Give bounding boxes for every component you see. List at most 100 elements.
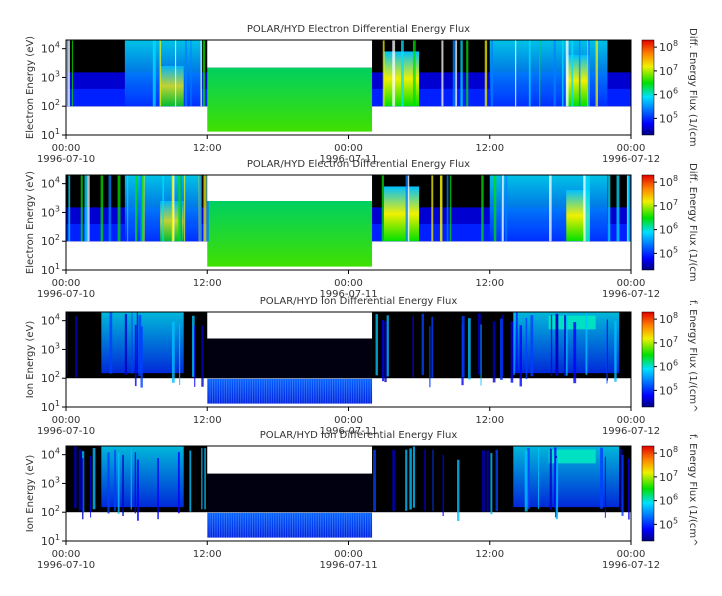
flux-streak [81,458,84,520]
flux-streak [461,315,465,378]
flux-streak [501,175,504,242]
flux-streak [346,512,348,538]
flux-streak [452,40,456,107]
x-tick-label: 12:00 [475,549,504,560]
data-gap [207,403,373,407]
flux-streak [303,512,305,538]
flux-streak [117,452,120,514]
flux-region [207,338,373,379]
flux-streak [141,175,144,242]
flux-streak [100,175,104,242]
panel-title: POLAR/HYD Electron Differential Energy F… [247,24,470,35]
x-tick-date: 1996-07-10 [37,560,95,571]
flux-streak [259,512,261,538]
flux-streak [466,40,469,107]
flux-streak [350,512,352,538]
flux-streak [442,454,444,517]
flux-streak [284,512,286,538]
y-tick-label: 103 [41,475,60,490]
flux-streak [573,322,577,384]
flux-streak [606,322,608,384]
flux-streak [355,378,357,404]
flux-streak [604,456,606,518]
flux-streak [355,512,357,538]
flux-streak [336,378,338,404]
flux-streak [571,40,574,107]
flux-streak [412,40,416,107]
flux-region [548,449,596,464]
flux-streak [134,324,137,387]
panel-1: POLAR/HYD Electron Differential Energy F… [25,24,698,165]
data-gap [207,131,373,135]
flux-streak [306,378,308,404]
panel-4: POLAR/HYD Ion Differential Energy Flux 10… [25,430,698,571]
flux-streak [360,512,362,538]
flux-streak [322,378,324,404]
flux-streak [339,378,341,404]
flux-streak [66,313,68,375]
flux-streak [585,313,588,375]
flux-streak [584,175,588,242]
y-tick-label: 104 [41,313,60,328]
panel-3: POLAR/HYD Ion Differential Energy Flux 10… [25,296,698,437]
flux-streak [341,378,343,404]
flux-streak [259,378,261,404]
flux-streak [214,378,216,404]
flux-region [207,378,373,404]
x-tick-date: 1996-07-12 [602,154,660,165]
flux-streak [384,320,387,383]
flux-streak [134,452,137,514]
x-tick-label: 00:00 [334,415,363,426]
flux-streak [492,321,496,383]
flux-streak [221,378,223,404]
flux-streak [530,315,534,377]
flux-streak [242,378,244,404]
flux-streak [261,378,263,404]
flux-streak [131,312,133,374]
flux-streak [209,512,211,538]
flux-streak [350,378,352,404]
flux-streak [263,512,265,538]
flux-streak [109,312,113,374]
flux-streak [620,449,623,511]
x-tick-label: 12:00 [475,278,504,289]
flux-streak [275,378,277,404]
flux-streak [353,512,355,538]
flux-streak [80,175,83,242]
flux-streak [481,175,484,242]
flux-region [207,473,373,513]
flux-streak [369,512,371,538]
flux-streak [135,175,138,242]
flux-streak [244,378,246,404]
flux-streak [237,512,239,538]
flux-streak [353,378,355,404]
flux-streak [539,40,541,107]
flux-streak [159,40,162,107]
flux-streak [78,449,82,511]
y-tick-label: 103 [41,204,60,219]
flux-streak [381,175,384,242]
y-tick-label: 101 [41,533,60,548]
flux-streak [194,325,196,387]
flux-streak [108,175,112,242]
y-tick-label: 102 [41,233,60,248]
flux-streak [519,325,522,387]
flux-streak [261,512,263,538]
flux-streak [172,175,175,242]
flux-region [548,315,596,330]
flux-streak [66,40,68,107]
flux-streak [157,458,159,520]
flux-streak [204,448,206,510]
flux-streak [282,512,284,538]
flux-streak [71,40,74,107]
y-axis-label: Electron Energy (eV) [25,171,36,274]
flux-streak [357,512,359,538]
panel-title: POLAR/HYD Ion Differential Energy Flux [260,296,458,307]
flux-streak [280,378,282,404]
flux-streak [446,175,449,242]
flux-streak [200,40,202,107]
y-tick-label: 102 [41,370,60,385]
data-gap [207,175,373,201]
flux-streak [386,315,389,377]
